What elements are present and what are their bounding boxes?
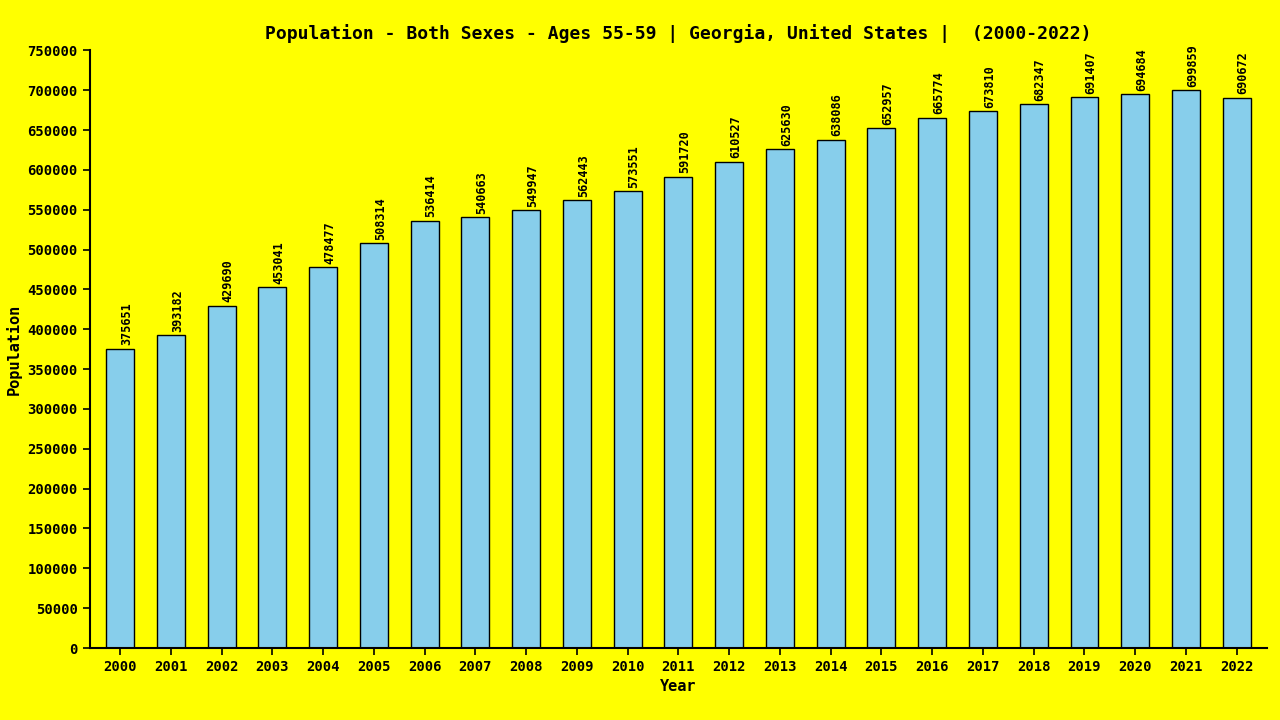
Y-axis label: Population: Population (6, 304, 22, 395)
Text: 536414: 536414 (425, 175, 438, 217)
Text: 591720: 591720 (678, 130, 691, 174)
Bar (1222, 98, 1251, 648)
Bar (1070, 97, 1098, 648)
Text: 652957: 652957 (882, 82, 895, 125)
Bar (310, 266, 337, 648)
Bar (411, 220, 439, 648)
Text: 638086: 638086 (831, 94, 844, 136)
Text: 573551: 573551 (627, 145, 641, 188)
Text: 625630: 625630 (780, 104, 792, 146)
Text: 429690: 429690 (221, 260, 234, 302)
Text: 508314: 508314 (374, 197, 387, 240)
Text: 478477: 478477 (323, 221, 337, 264)
Bar (1121, 94, 1149, 648)
Bar (613, 191, 641, 648)
Text: 540663: 540663 (475, 171, 489, 214)
Bar (1172, 90, 1199, 648)
Bar (918, 117, 946, 648)
X-axis label: Year: Year (660, 680, 696, 694)
Bar (461, 217, 489, 648)
Bar (969, 111, 997, 648)
Text: 665774: 665774 (932, 71, 945, 114)
Bar (817, 140, 845, 648)
Text: 691407: 691407 (1084, 51, 1097, 94)
Text: 549947: 549947 (526, 164, 539, 207)
Title: Population - Both Sexes - Ages 55-59 | Georgia, United States |  (2000-2022): Population - Both Sexes - Ages 55-59 | G… (265, 24, 1092, 43)
Text: 694684: 694684 (1135, 48, 1148, 91)
Text: 699859: 699859 (1187, 45, 1199, 87)
Bar (512, 210, 540, 648)
Text: 610527: 610527 (730, 116, 742, 158)
Text: 453041: 453041 (273, 241, 285, 284)
Text: 393182: 393182 (170, 289, 184, 331)
Bar (716, 161, 744, 648)
Text: 562443: 562443 (577, 154, 590, 197)
Bar (360, 243, 388, 648)
Bar (157, 335, 184, 648)
Text: 673810: 673810 (983, 66, 996, 108)
Bar (207, 305, 236, 648)
Bar (765, 150, 794, 648)
Text: 682347: 682347 (1034, 58, 1047, 101)
Bar (1020, 104, 1047, 648)
Bar (664, 176, 692, 648)
Text: 375651: 375651 (120, 302, 133, 346)
Bar (259, 287, 287, 648)
Bar (868, 127, 896, 648)
Text: 690672: 690672 (1236, 52, 1249, 94)
Bar (106, 348, 134, 648)
Bar (563, 200, 591, 648)
